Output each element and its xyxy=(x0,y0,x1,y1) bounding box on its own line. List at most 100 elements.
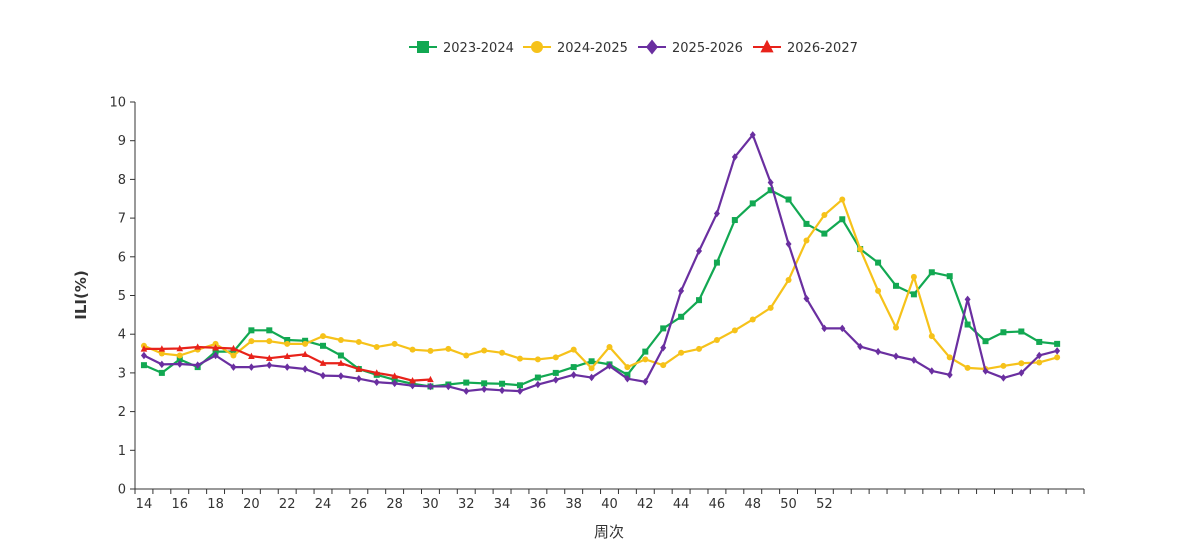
data-point xyxy=(731,327,738,334)
data-point xyxy=(284,340,291,347)
x-tick-label: 48 xyxy=(744,497,761,512)
data-point xyxy=(803,237,810,244)
data-point xyxy=(785,196,792,203)
data-point xyxy=(266,361,273,369)
x-tick-label: 52 xyxy=(816,497,833,512)
data-point xyxy=(391,379,398,388)
data-point xyxy=(337,359,345,366)
data-point xyxy=(284,337,291,344)
data-point xyxy=(713,259,720,266)
data-point xyxy=(499,380,506,387)
data-point xyxy=(713,337,720,344)
x-tick-label: 30 xyxy=(422,497,439,512)
data-point xyxy=(516,382,523,389)
x-tick-label: 42 xyxy=(637,497,654,512)
data-point xyxy=(337,352,344,359)
x-tick-label: 14 xyxy=(136,497,153,512)
y-tick-label: 10 xyxy=(109,96,126,111)
data-point xyxy=(1018,360,1025,367)
data-point xyxy=(1018,328,1025,335)
legend-label: 2026-2027 xyxy=(787,41,858,56)
data-point xyxy=(302,340,309,347)
data-point xyxy=(982,338,989,345)
legend-item[interactable]: 2023-2024 xyxy=(409,41,514,56)
x-axis: 14 16 18 20 22 24 26 28 30 32 34 36 38 40 42 44 46 48 50 52 xyxy=(134,488,1085,512)
y-tick-label: 0 xyxy=(118,483,126,498)
data-point xyxy=(158,350,165,357)
data-point xyxy=(946,354,953,361)
data-point xyxy=(176,356,183,363)
data-point xyxy=(892,324,899,331)
legend-label: 2024-2025 xyxy=(557,41,628,56)
data-point xyxy=(928,269,935,276)
data-point xyxy=(301,350,309,358)
data-point xyxy=(624,364,631,371)
x-tick-label: 26 xyxy=(351,497,368,512)
data-point xyxy=(230,352,237,359)
data-point xyxy=(588,373,595,382)
data-point xyxy=(534,374,541,381)
data-point xyxy=(212,351,219,360)
data-point xyxy=(1000,362,1007,369)
data-point xyxy=(463,387,470,395)
data-point xyxy=(713,209,720,218)
data-point xyxy=(176,344,184,352)
data-point xyxy=(946,371,953,379)
legend-item[interactable]: 2025-2026 xyxy=(638,39,743,57)
data-point xyxy=(481,385,488,393)
data-point xyxy=(248,338,255,345)
series-line xyxy=(143,133,1058,393)
data-point xyxy=(1054,340,1061,347)
y-tick-label: 9 xyxy=(118,134,126,149)
series-2026-2027 xyxy=(140,343,434,384)
data-point xyxy=(140,351,147,360)
x-tick-label: 46 xyxy=(709,497,726,512)
data-point xyxy=(409,377,416,384)
data-point xyxy=(821,212,828,219)
data-point xyxy=(499,386,506,395)
x-tick-label: 50 xyxy=(780,497,797,512)
data-point xyxy=(839,196,846,203)
legend-item[interactable]: 2024-2025 xyxy=(523,41,628,56)
data-point xyxy=(391,372,398,379)
data-point xyxy=(803,294,810,303)
data-point xyxy=(857,246,864,253)
data-point xyxy=(552,369,559,376)
legend-item[interactable]: 2026-2027 xyxy=(753,39,858,56)
data-point xyxy=(731,217,738,224)
data-point xyxy=(409,381,416,390)
data-point xyxy=(463,379,470,386)
series-layer xyxy=(140,131,1061,395)
x-tick-label: 16 xyxy=(171,497,188,512)
legend-marker xyxy=(417,41,429,53)
y-axis: 0 1 2 3 4 5 6 7 8 9 10 xyxy=(109,96,136,498)
data-point xyxy=(928,367,935,375)
data-point xyxy=(982,367,989,375)
data-point xyxy=(767,187,774,194)
x-tick-label: 22 xyxy=(279,497,296,512)
x-tick-label: 36 xyxy=(530,497,547,512)
data-point xyxy=(158,360,165,369)
data-point xyxy=(821,324,828,333)
data-point xyxy=(910,273,917,280)
data-point xyxy=(606,362,613,370)
y-tick-label: 2 xyxy=(118,405,126,420)
y-tick-label: 1 xyxy=(118,444,126,459)
y-axis-title: ILI(%) xyxy=(72,270,90,319)
data-point xyxy=(857,342,864,351)
data-point xyxy=(660,325,667,332)
data-point xyxy=(678,313,685,320)
data-point xyxy=(642,348,649,355)
data-point xyxy=(803,220,810,227)
legend-label: 2025-2026 xyxy=(672,41,743,56)
x-tick-label: 18 xyxy=(207,497,224,512)
data-point xyxy=(283,352,291,359)
data-point xyxy=(1000,329,1007,336)
x-tick-label: 38 xyxy=(565,497,582,512)
data-point xyxy=(481,347,488,354)
data-point xyxy=(302,365,309,373)
data-point xyxy=(176,352,183,359)
data-point xyxy=(427,375,434,383)
y-tick-label: 8 xyxy=(118,173,126,188)
data-point xyxy=(785,277,792,284)
